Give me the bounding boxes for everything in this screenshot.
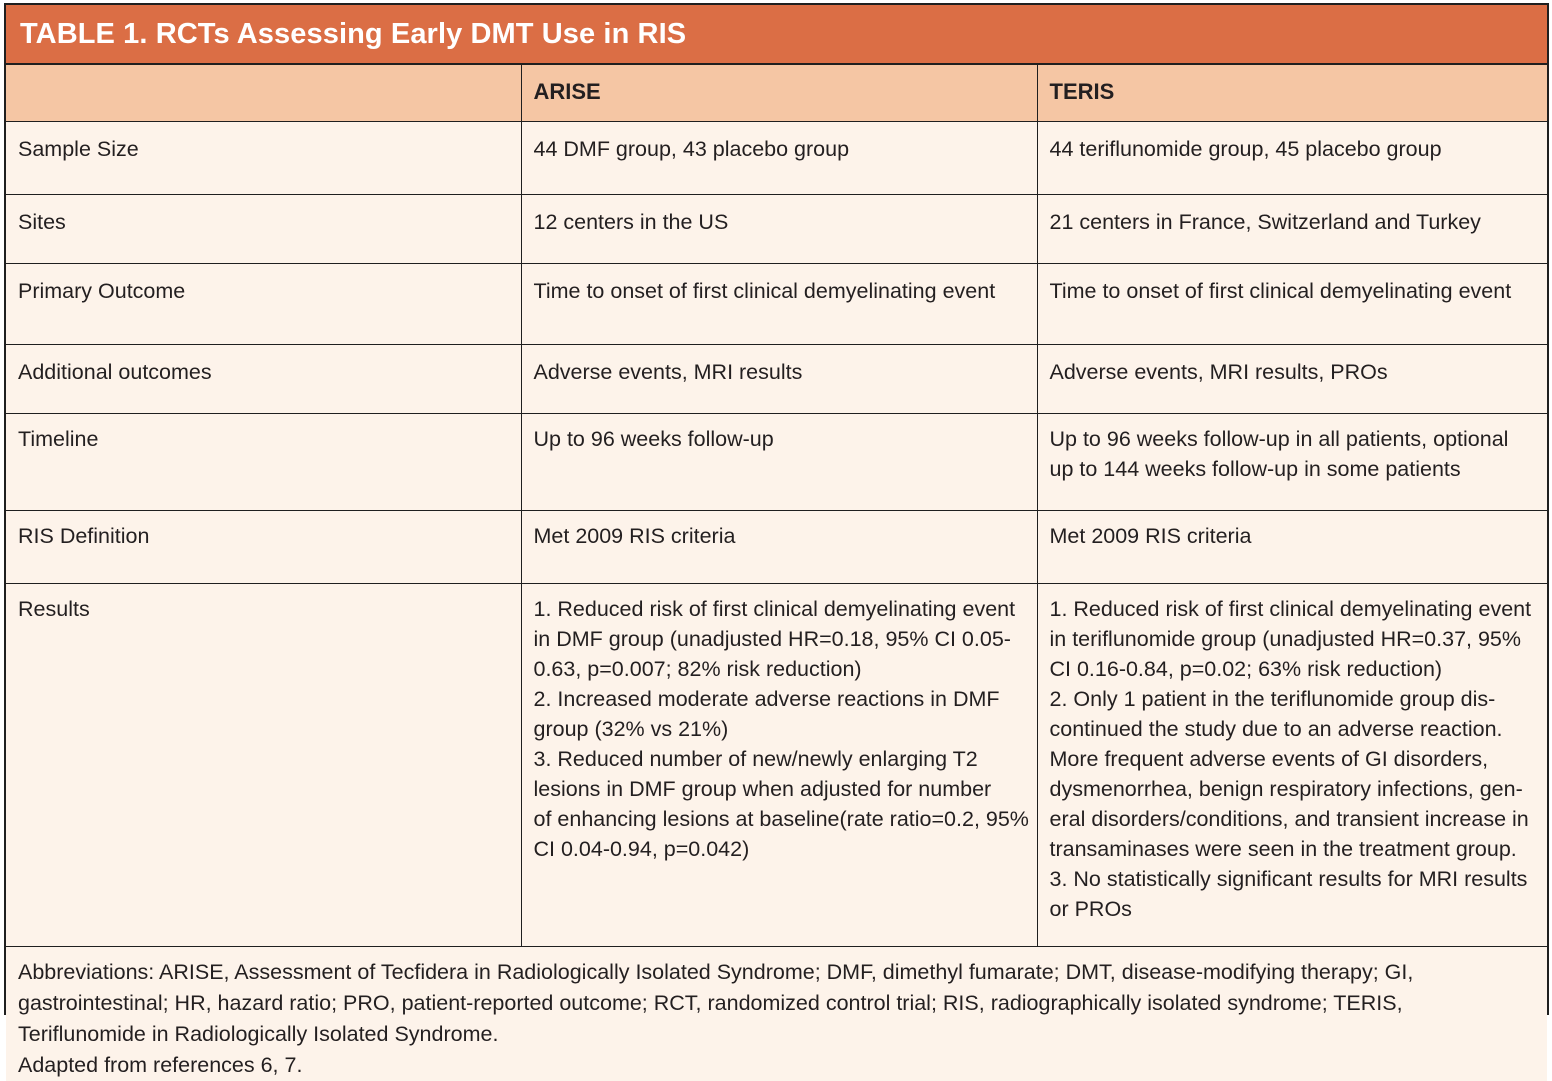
- header-teris: TERIS: [1036, 65, 1547, 122]
- cell-line: eral disorders/conditions, and transient…: [1049, 806, 1529, 831]
- teris-cell: Up to 96 weeks follow-up in all patients…: [1036, 412, 1547, 511]
- header-arise: ARISE: [520, 65, 1038, 122]
- table-row: Sample Size 44 DMF group, 43 placebo gro…: [6, 120, 1547, 195]
- row-label: Results: [6, 582, 522, 947]
- cell-line: 3. No statistically significant results …: [1049, 866, 1528, 891]
- arise-cell: Met 2009 RIS criteria: [520, 509, 1038, 584]
- cell-line: up to 144 weeks follow-up in some patien…: [1049, 456, 1461, 481]
- table-row: RIS Definition Met 2009 RIS criteria Met…: [6, 509, 1547, 584]
- table-figure: TABLE 1. RCTs Assessing Early DMT Use in…: [4, 3, 1549, 1081]
- cell-line: of enhancing lesions at baseline(rate ra…: [533, 806, 1029, 831]
- teris-cell: 44 teriflunomide group, 45 placebo group: [1036, 120, 1547, 195]
- cell-line: 0.63, p=0.007; 82% risk reduction): [533, 656, 862, 681]
- cell-line: Time to onset of first clinical demyelin…: [533, 278, 996, 303]
- row-label: Timeline: [6, 412, 522, 511]
- header-row: ARISE TERIS: [6, 65, 1547, 122]
- teris-cell: Time to onset of first clinical demyelin…: [1036, 262, 1547, 345]
- cell-line: 2. Increased moderate adverse reactions …: [533, 686, 1000, 711]
- arise-cell: 12 centers in the US: [520, 193, 1038, 264]
- cell-line: 2. Only 1 patient in the teriflunomide g…: [1049, 686, 1496, 711]
- cell-line: in teriflunomide group (unadjusted HR=0.…: [1049, 626, 1522, 651]
- table-row: Timeline Up to 96 weeks follow-up Up to …: [6, 412, 1547, 511]
- row-label: RIS Definition: [6, 509, 522, 584]
- cell-line: Adverse events, MRI results: [533, 359, 803, 384]
- cell-line: 21 centers in France, Switzerland and Tu…: [1049, 209, 1481, 234]
- table-title: TABLE 1. RCTs Assessing Early DMT Use in…: [20, 17, 687, 50]
- arise-cell: Adverse events, MRI results: [520, 343, 1038, 414]
- teris-cell: 21 centers in France, Switzerland and Tu…: [1036, 193, 1547, 264]
- cell-line: or PROs: [1049, 896, 1132, 921]
- cell-line: 12 centers in the US: [533, 209, 729, 234]
- cell-line: Up to 96 weeks follow-up: [533, 426, 774, 451]
- cell-line: CI 0.04-0.94, p=0.042): [533, 836, 750, 861]
- cell-line: transaminases were seen in the treatment…: [1049, 836, 1517, 861]
- cell-line: 3. Reduced number of new/newly enlarging…: [533, 746, 978, 771]
- comparison-table: ARISE TERIS Sample Size 44 DMF group, 43…: [6, 65, 1547, 947]
- table-row: Primary Outcome Time to onset of first c…: [6, 262, 1547, 345]
- source-note: Adapted from references 6, 7.: [18, 1052, 303, 1077]
- abbreviations-line: Abbreviations: ARISE, Assessment of Tecf…: [18, 959, 1414, 984]
- arise-cell: 1. Reduced risk of first clinical demyel…: [520, 582, 1038, 947]
- row-label: Sites: [6, 193, 522, 264]
- cell-line: 1. Reduced risk of first clinical demyel…: [1049, 596, 1532, 621]
- cell-line: Up to 96 weeks follow-up in all patients…: [1049, 426, 1509, 451]
- abbreviations-line: Teriflunomide in Radiologically Isolated…: [18, 1021, 499, 1046]
- cell-line: 44 DMF group, 43 placebo group: [533, 136, 850, 161]
- cell-line: 44 teriflunomide group, 45 placebo group: [1049, 136, 1442, 161]
- row-label: Sample Size: [6, 120, 522, 195]
- cell-line: group (32% vs 21%): [533, 716, 729, 741]
- header-empty-cell: [6, 65, 522, 122]
- row-label: Additional outcomes: [6, 343, 522, 414]
- cell-line: CI 0.16-0.84, p=0.02; 63% risk reduction…: [1049, 656, 1443, 681]
- arise-cell: Time to onset of first clinical demyelin…: [520, 262, 1038, 345]
- cell-line: Adverse events, MRI results, PROs: [1049, 359, 1388, 384]
- table-footnote: Abbreviations: ARISE, Assessment of Tecf…: [6, 946, 1547, 1081]
- title-bar: TABLE 1. RCTs Assessing Early DMT Use in…: [6, 5, 1547, 65]
- table-row: Results 1. Reduced risk of first clinica…: [6, 582, 1547, 947]
- cell-line: Met 2009 RIS criteria: [533, 523, 736, 548]
- teris-cell: Met 2009 RIS criteria: [1036, 509, 1547, 584]
- cell-line: lesions in DMF group when adjusted for n…: [533, 776, 992, 801]
- cell-line: Time to onset of first clinical demyelin…: [1049, 278, 1512, 303]
- table-row: Additional outcomes Adverse events, MRI …: [6, 343, 1547, 414]
- cell-line: continued the study due to an adverse re…: [1049, 716, 1503, 741]
- cell-line: dysmenorrhea, benign respiratory infecti…: [1049, 776, 1523, 801]
- cell-line: 1. Reduced risk of first clinical demyel…: [533, 596, 1016, 621]
- abbreviations-line: gastrointestinal; HR, hazard ratio; PRO,…: [18, 990, 1403, 1015]
- row-label: Primary Outcome: [6, 262, 522, 345]
- teris-cell: Adverse events, MRI results, PROs: [1036, 343, 1547, 414]
- cell-line: in DMF group (unadjusted HR=0.18, 95% CI…: [533, 626, 1011, 651]
- arise-cell: Up to 96 weeks follow-up: [520, 412, 1038, 511]
- table-row: Sites 12 centers in the US 21 centers in…: [6, 193, 1547, 264]
- cell-line: More frequent adverse events of GI disor…: [1049, 746, 1489, 771]
- teris-cell: 1. Reduced risk of first clinical demyel…: [1036, 582, 1547, 947]
- arise-cell: 44 DMF group, 43 placebo group: [520, 120, 1038, 195]
- cell-line: Met 2009 RIS criteria: [1049, 523, 1252, 548]
